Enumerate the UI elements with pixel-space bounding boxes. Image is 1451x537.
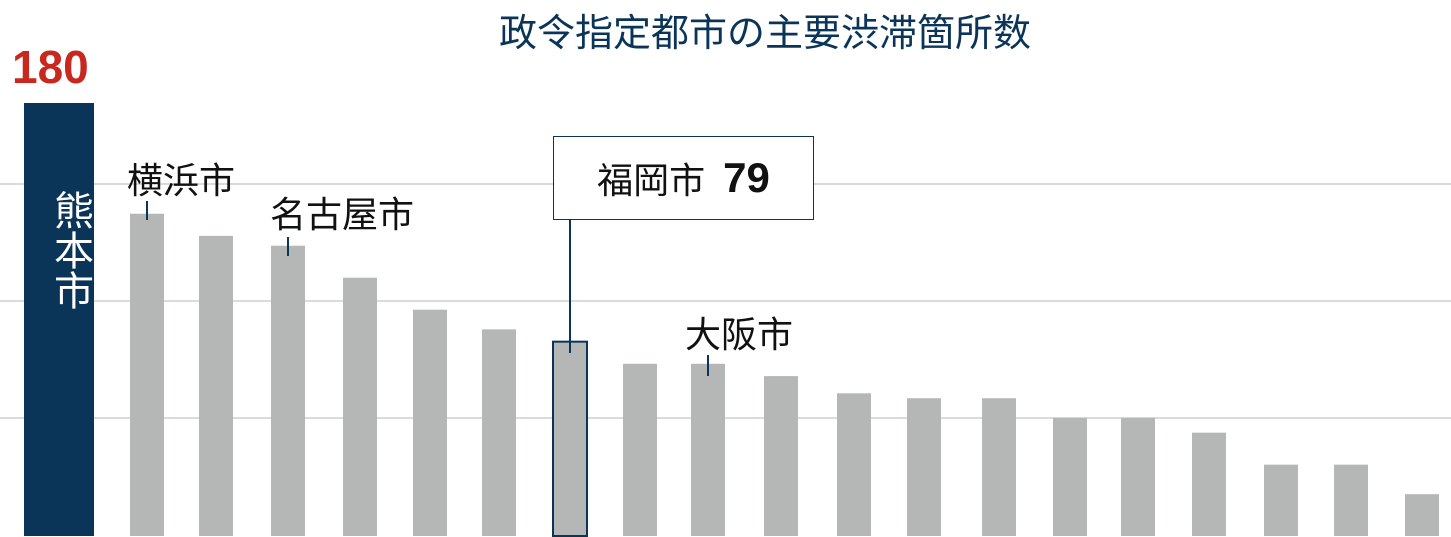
- callout-name: 福岡市: [597, 161, 706, 202]
- bar-label-nagoya: 名古屋市: [270, 195, 415, 236]
- bar: [1334, 464, 1368, 536]
- bar-label-osaka: 大阪市: [685, 315, 794, 356]
- bar: [837, 393, 871, 536]
- bar: [482, 329, 516, 536]
- bar-callout: [552, 340, 588, 537]
- bar: [1192, 432, 1226, 536]
- callout-fukuoka: 福岡市 79: [553, 136, 814, 220]
- bar: [130, 213, 164, 537]
- highlight-bar-label: 熊本市: [47, 190, 93, 310]
- bar: [1121, 417, 1155, 536]
- bar: [343, 277, 377, 536]
- callout-value: 79: [723, 154, 770, 201]
- bar: [271, 245, 305, 536]
- bar: [1405, 494, 1439, 536]
- bar: [764, 376, 798, 536]
- bar: [982, 398, 1016, 536]
- highlight-value-label: 180: [12, 41, 89, 93]
- bar: [623, 363, 657, 536]
- chart-title: 政令指定都市の主要渋滞箇所数: [498, 11, 1031, 55]
- bar: [199, 235, 233, 536]
- bar-highlight: [24, 103, 94, 536]
- bar: [691, 363, 725, 536]
- bar: [907, 398, 941, 536]
- bar: [1053, 417, 1087, 536]
- bar: [1264, 464, 1298, 536]
- bar-label-yokohama: 横浜市: [127, 161, 236, 202]
- bar: [413, 309, 447, 536]
